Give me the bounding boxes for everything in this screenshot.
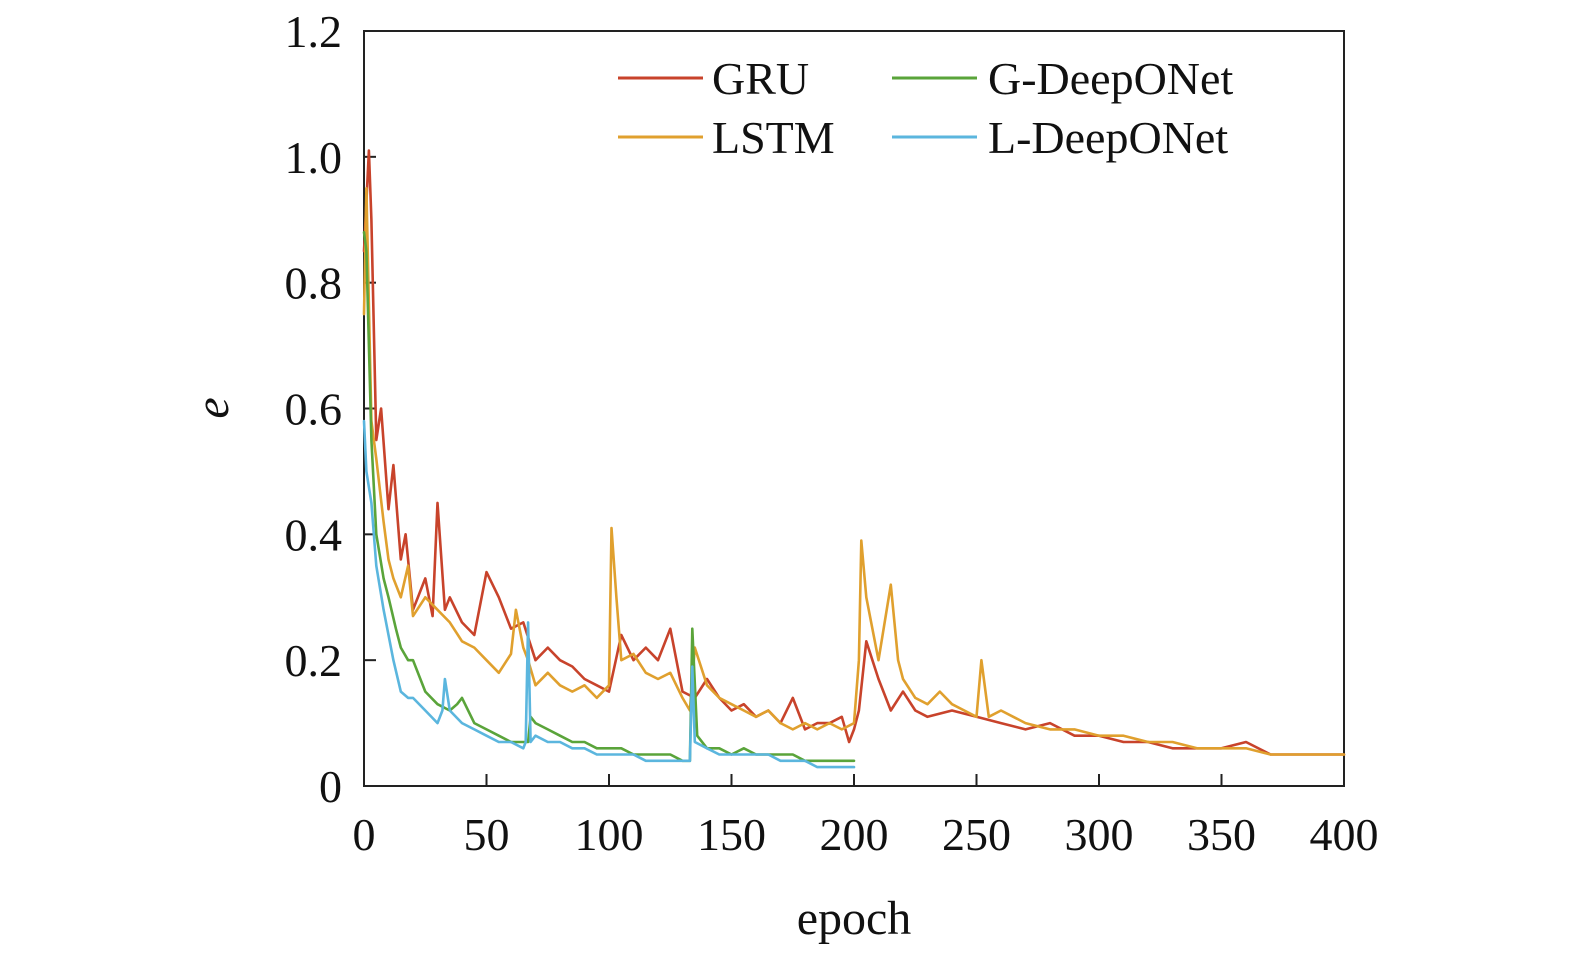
series-line-gru (362, 149, 1346, 756)
series-lines (362, 149, 1346, 769)
y-tick-label: 0.4 (285, 509, 343, 560)
y-tick-label: 0.2 (285, 635, 343, 686)
legend-label-lstm: LSTM (712, 112, 835, 163)
legend-label-l-deeponet: L-DeepONet (988, 112, 1228, 163)
x-tick-label: 350 (1187, 809, 1256, 860)
x-tick-label: 400 (1310, 809, 1379, 860)
x-tick-label: 100 (575, 809, 644, 860)
x-axis-title: epoch (797, 892, 912, 945)
x-tick-label: 200 (820, 809, 889, 860)
x-tick-label: 50 (464, 809, 510, 860)
x-tick-label: 150 (697, 809, 766, 860)
series-line-g-deeponet (362, 231, 856, 763)
y-tick-label: 1.0 (285, 132, 343, 183)
y-axis: 0 0.2 0.4 0.6 0.8 1.0 1.2 (285, 6, 376, 812)
legend-label-g-deeponet: G-DeepONet (988, 53, 1233, 104)
x-tick-label: 300 (1065, 809, 1134, 860)
series-line-lstm (362, 187, 1346, 756)
y-tick-label: 0.8 (285, 258, 343, 309)
y-tick-label: 1.2 (285, 6, 343, 57)
x-tick-label: 0 (353, 809, 376, 860)
legend: GRU LSTM G-DeepONet L-DeepONet (618, 53, 1233, 163)
y-tick-label: 0.6 (285, 384, 343, 435)
series-line-l-deeponet (362, 419, 856, 769)
y-tick-label: 0 (319, 761, 342, 812)
x-tick-label: 250 (942, 809, 1011, 860)
x-axis: 0 50 100 150 200 250 300 350 400 (353, 774, 1379, 860)
y-axis-title: e (186, 397, 239, 418)
legend-label-gru: GRU (712, 53, 809, 104)
